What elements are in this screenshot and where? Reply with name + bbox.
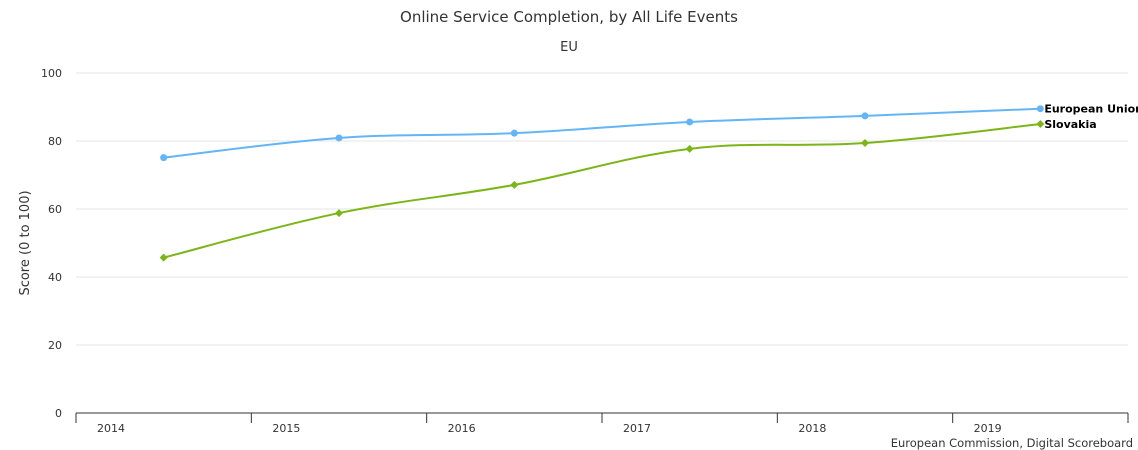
x-tick-label: 2015	[272, 422, 300, 435]
data-point-european-union[interactable]	[335, 134, 343, 142]
y-tick-label: 20	[48, 339, 62, 352]
y-axis-label: Score (0 to 100)	[18, 190, 33, 295]
x-tick-label: 2018	[798, 422, 826, 435]
data-point-european-union[interactable]	[1036, 105, 1044, 113]
data-point-european-union[interactable]	[686, 118, 694, 126]
data-point-slovakia[interactable]	[861, 139, 869, 148]
data-point-european-union[interactable]	[510, 129, 518, 137]
data-point-slovakia[interactable]	[510, 180, 519, 189]
series-european-union: European Union	[160, 103, 1138, 162]
series-line-slovakia	[163, 123, 1041, 259]
grid-lines	[76, 72, 1128, 346]
y-tick-label: 0	[55, 407, 62, 420]
x-tick-label: 2017	[623, 422, 651, 435]
y-tick-label: 40	[48, 271, 62, 284]
series-line-european-union	[163, 107, 1041, 159]
y-axis-ticks: 0 20 40 60 80 100	[41, 67, 62, 420]
data-point-slovakia[interactable]	[1036, 120, 1045, 128]
x-tick-label: 2019	[974, 422, 1002, 435]
chart-credit: European Commission, Digital Scoreboard	[891, 436, 1133, 450]
data-point-slovakia[interactable]	[685, 144, 694, 153]
x-tick-label: 2014	[97, 422, 125, 435]
data-point-european-union[interactable]	[861, 112, 869, 120]
series-end-label: Slovakia	[1044, 118, 1096, 131]
x-tick-label: 2016	[448, 422, 476, 435]
chart-subtitle: EU	[560, 40, 578, 55]
data-point-european-union[interactable]	[160, 154, 168, 162]
series-slovakia: Slovakia	[159, 118, 1097, 262]
data-point-slovakia[interactable]	[159, 253, 168, 262]
y-tick-label: 80	[48, 135, 62, 148]
series-end-label: European Union	[1044, 103, 1138, 116]
y-tick-label: 100	[41, 67, 62, 80]
chart-title: Online Service Completion, by All Life E…	[400, 8, 738, 26]
x-axis: 2014 2015 2016 2017 2018 2019	[75, 412, 1129, 435]
y-tick-label: 60	[48, 203, 62, 216]
data-point-slovakia[interactable]	[335, 209, 343, 218]
series-group: European Union Slovakia	[159, 103, 1138, 262]
